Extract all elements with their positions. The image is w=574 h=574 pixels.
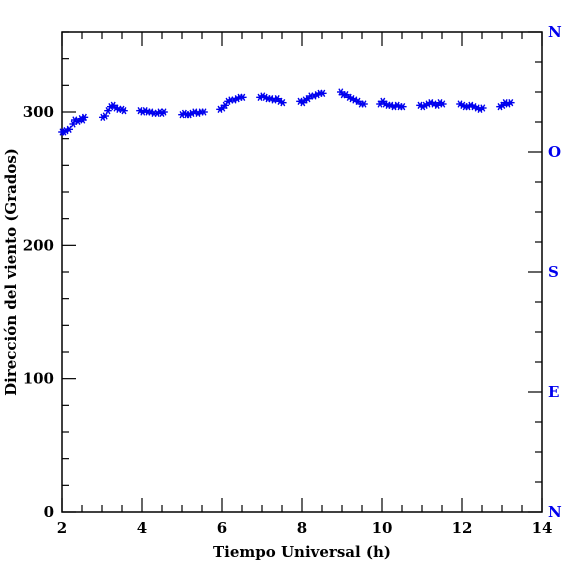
data-point [360, 100, 368, 108]
x-tick-label: 4 [137, 519, 147, 537]
x-axis-label: Tiempo Universal (h) [213, 543, 391, 561]
compass-label: O [548, 143, 561, 161]
x-tick-label: 10 [372, 519, 393, 537]
y-tick-label: 100 [23, 370, 54, 388]
y-tick-label: 200 [23, 236, 54, 254]
data-point [80, 113, 89, 121]
data-point [120, 107, 128, 115]
y-axis-label: Dirección del viento (Grados) [2, 148, 20, 396]
compass-label: N [548, 23, 562, 41]
data-points [58, 88, 515, 136]
data-point [279, 99, 287, 107]
data-point [160, 108, 168, 116]
x-tick-label: 14 [532, 519, 553, 537]
y-tick-label: 0 [44, 503, 54, 521]
y-tick-labels: 0 100 200 300 [23, 103, 54, 521]
data-point [104, 107, 112, 115]
data-point [439, 100, 447, 108]
data-point [200, 108, 208, 116]
compass-labels: N E S O N [548, 23, 562, 521]
data-point [399, 103, 407, 111]
y-tick-label: 300 [23, 103, 54, 121]
compass-label: N [548, 503, 562, 521]
x-tick-labels: 2 4 6 8 10 12 14 [57, 519, 553, 537]
x-tick-label: 12 [452, 519, 473, 537]
data-point [507, 99, 515, 107]
x-tick-label: 6 [217, 519, 227, 537]
axis-ticks [61, 31, 543, 513]
data-point [239, 93, 247, 101]
data-point [65, 125, 73, 133]
compass-label: S [548, 263, 559, 281]
compass-label: E [548, 383, 559, 401]
x-tick-label: 8 [297, 519, 307, 537]
data-point [479, 104, 487, 112]
data-point [319, 89, 327, 97]
x-tick-label: 2 [57, 519, 67, 537]
